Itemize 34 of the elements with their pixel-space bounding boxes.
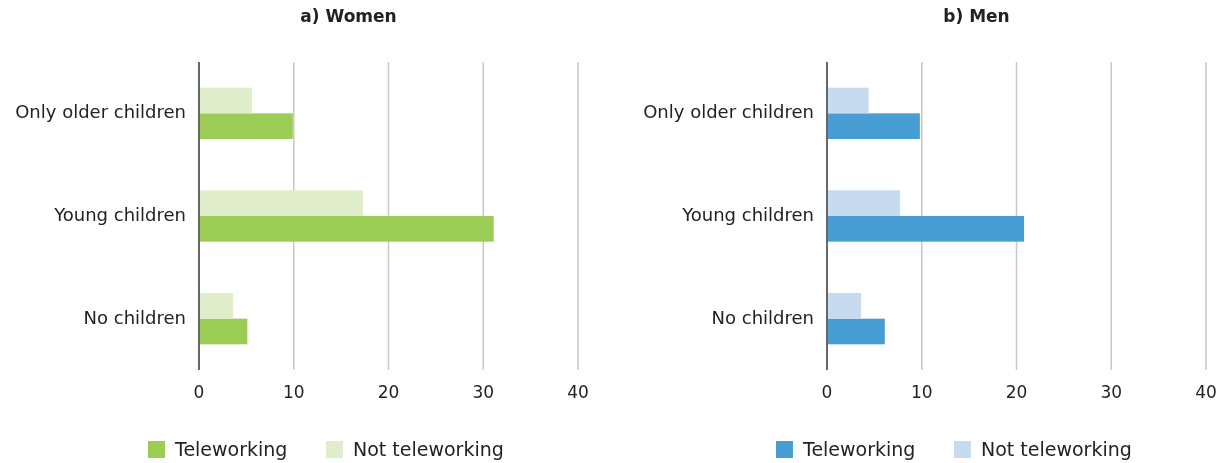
y-tick-label: Only older children (15, 101, 186, 123)
bar (827, 190, 900, 216)
x-tick-label: 30 (1100, 382, 1123, 402)
y-tick-label: No children (711, 306, 814, 328)
legend-label: Teleworking (174, 437, 288, 460)
bar (827, 216, 1025, 242)
y-tick-label: Only older children (643, 101, 814, 123)
x-tick-label: 10 (282, 382, 305, 402)
bar (827, 113, 920, 139)
x-tick-label: 20 (1005, 382, 1028, 402)
legend-label: Not teleworking (981, 437, 1132, 460)
y-tick-label: Young children (53, 204, 186, 225)
x-tick-label: 10 (910, 382, 933, 402)
bar (199, 87, 253, 114)
chart-title: a) Women (300, 6, 397, 26)
y-tick-label: No children (83, 306, 186, 328)
bar (199, 113, 293, 139)
legend-label: Not teleworking (353, 437, 504, 460)
bar (199, 293, 234, 319)
bar (199, 318, 248, 345)
x-tick-label: 40 (567, 382, 589, 402)
bar (199, 216, 494, 242)
x-tick-label: 20 (377, 382, 400, 402)
chart-title: b) Men (943, 6, 1010, 26)
x-tick-label: 0 (193, 382, 205, 402)
y-tick-label: Young children (681, 204, 814, 225)
bar (827, 318, 885, 345)
bar (199, 190, 363, 216)
bar (827, 293, 862, 319)
x-tick-label: 40 (1195, 382, 1217, 402)
x-tick-label: 0 (821, 382, 833, 402)
legend-label: Teleworking (802, 437, 916, 460)
bar (827, 87, 869, 114)
x-tick-label: 30 (472, 382, 495, 402)
